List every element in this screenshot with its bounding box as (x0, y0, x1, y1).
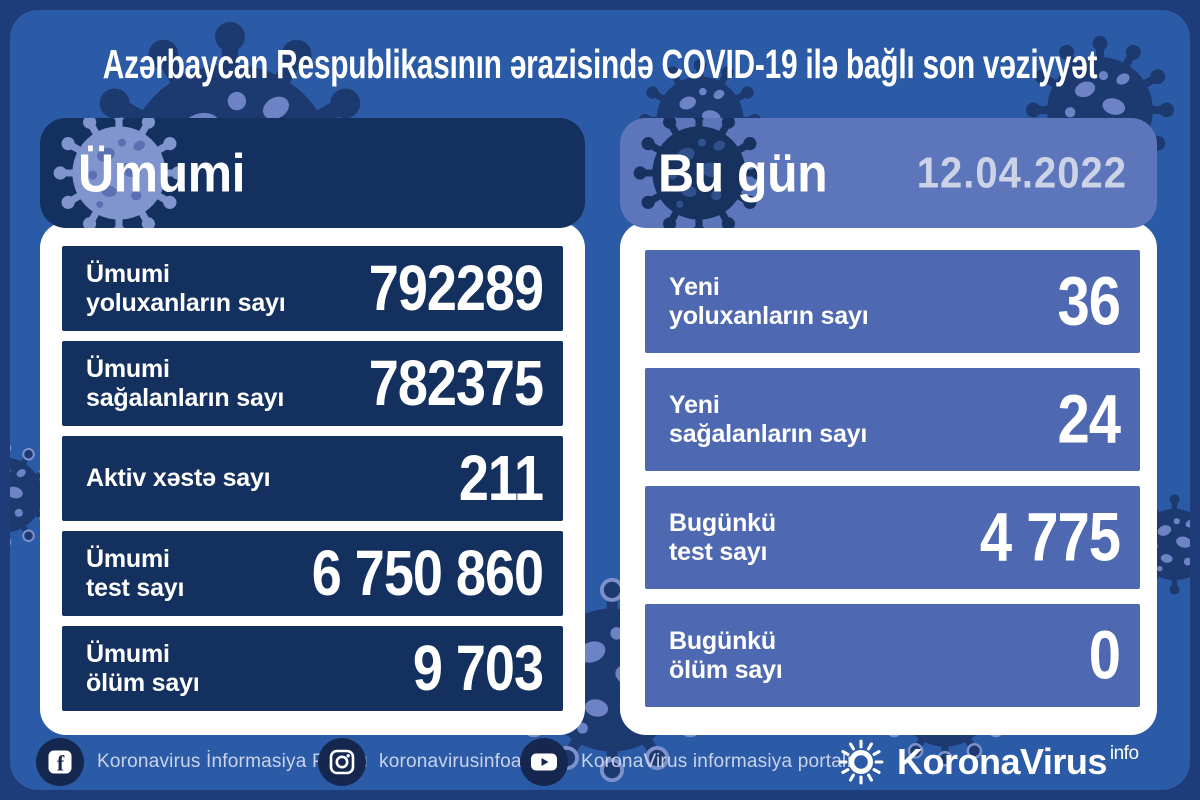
stat-label: Aktiv xəstə sayı (86, 464, 271, 492)
stat-value: 792289 (368, 253, 544, 324)
stat-label: Ümumi sağalanların sayı (86, 354, 285, 412)
stat-label: Ümumi test sayı (86, 544, 185, 602)
youtube-label: KoronaVirus informasiya portalı (581, 751, 852, 772)
stat-row-today-deaths: Bugünkü ölüm sayı 0 (645, 604, 1140, 707)
today-panel-title: Bu gün (658, 142, 828, 204)
stat-label: Bugünkü test sayı (669, 508, 776, 566)
youtube-link[interactable]: KoronaVirus informasiya portalı (520, 732, 852, 790)
totals-panel-title: Ümumi (78, 142, 245, 204)
stat-label: Yeni sağalanların sayı (669, 390, 868, 448)
facebook-link[interactable]: f Koronavirus İnformasiya Portalı (36, 732, 368, 790)
stat-value: 4 775 (979, 499, 1121, 576)
facebook-label: Koronavirus İnformasiya Portalı (97, 751, 369, 772)
totals-panel-header: Ümumi (40, 118, 585, 228)
instagram-icon (318, 738, 366, 786)
stat-label: Ümumi ölüm sayı (86, 639, 200, 697)
totals-panel: Ümumi yoluxanların sayı 792289 Ümumi sağ… (40, 222, 585, 735)
stat-label: Ümumi yoluxanların sayı (86, 259, 286, 317)
logo-superscript: info (1109, 743, 1139, 764)
page-title: Azərbaycan Respublikasının ərazisində CO… (102, 42, 1098, 88)
stat-row-new-infected: Yeni yoluxanların sayı 36 (645, 250, 1140, 353)
facebook-icon: f (36, 738, 84, 786)
stat-row-total-recovered: Ümumi sağalanların sayı 782375 (62, 341, 563, 426)
today-panel: Yeni yoluxanların sayı 36 Yeni sağalanla… (620, 222, 1157, 735)
instagram-link[interactable]: koronavirusinfoaz (318, 732, 531, 790)
svg-text:f: f (57, 751, 65, 776)
infographic-background: Azərbaycan Respublikasının ərazisində CO… (10, 10, 1190, 790)
stat-row-total-deaths: Ümumi ölüm sayı 9 703 (62, 626, 563, 711)
koronavirus-info-logo: KoronaVirus info (836, 732, 1139, 790)
today-panel-header: Bu gün 12.04.2022 (620, 118, 1157, 228)
stat-row-total-tests: Ümumi test sayı 6 750 860 (62, 531, 563, 616)
stat-value: 9 703 (412, 633, 544, 704)
report-date: 12.04.2022 (916, 148, 1127, 197)
stat-value: 211 (458, 443, 544, 514)
koronavirus-logo-icon (838, 739, 884, 785)
stat-row-active-cases: Aktiv xəstə sayı 211 (62, 436, 563, 521)
stat-row-new-recovered: Yeni sağalanların sayı 24 (645, 368, 1140, 471)
logo-text: KoronaVirus info (897, 741, 1139, 782)
stat-value: 782375 (368, 348, 544, 419)
stat-value: 0 (1088, 617, 1121, 694)
stat-label: Bugünkü ölüm sayı (669, 626, 783, 684)
stat-value: 24 (1057, 381, 1121, 458)
stat-row-today-tests: Bugünkü test sayı 4 775 (645, 486, 1140, 589)
stat-value: 6 750 860 (311, 538, 544, 609)
stat-label: Yeni yoluxanların sayı (669, 272, 869, 330)
stat-row-total-infected: Ümumi yoluxanların sayı 792289 (62, 246, 563, 331)
youtube-icon (520, 738, 568, 786)
instagram-label: koronavirusinfoaz (379, 751, 532, 772)
stat-value: 36 (1057, 263, 1121, 340)
